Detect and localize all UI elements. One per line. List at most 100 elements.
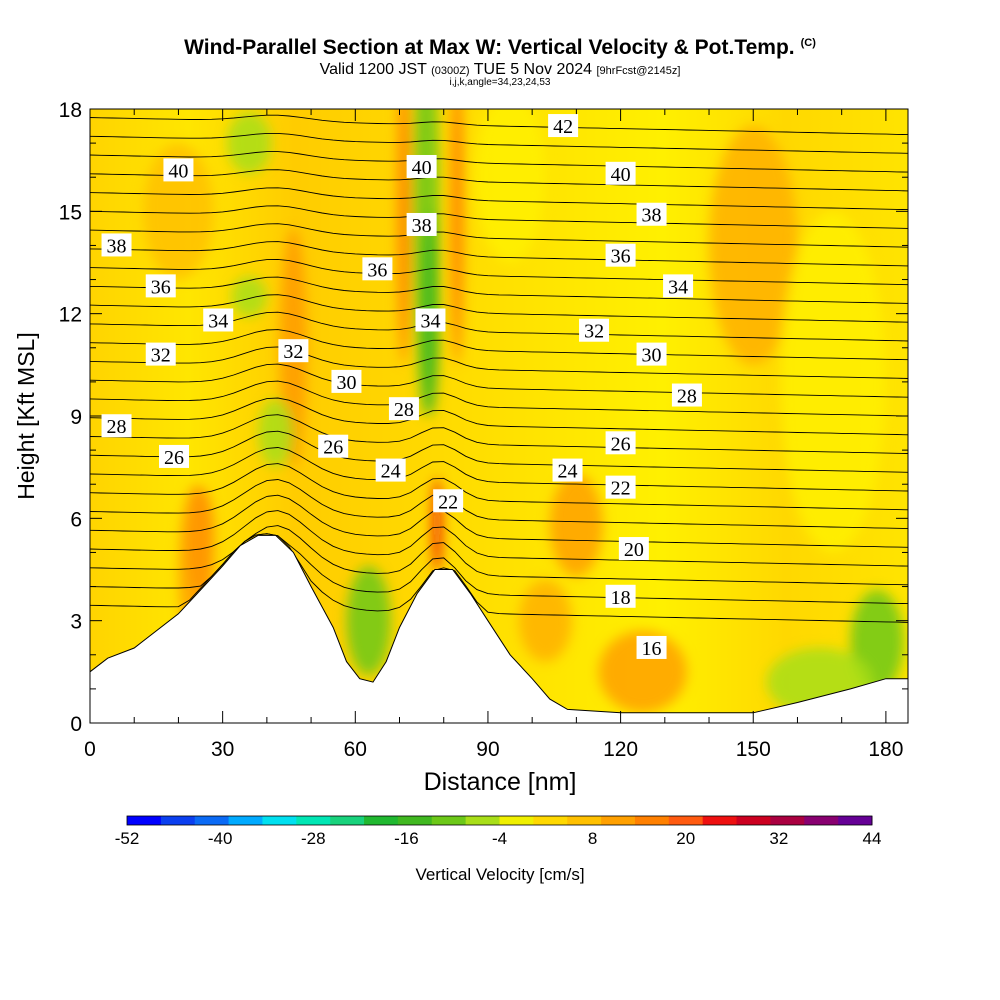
colorbar-swatch xyxy=(262,816,297,825)
colorbar-swatch xyxy=(634,816,670,825)
x-axis-title: Distance [nm] xyxy=(424,768,577,796)
y-axis-title: Height [Kft MSL] xyxy=(13,332,39,499)
contour-label: 18 xyxy=(611,587,631,609)
contour-label-box xyxy=(278,339,309,363)
velocity-patch xyxy=(397,109,411,365)
contour-label-box xyxy=(331,369,362,393)
contour-label: 28 xyxy=(677,386,697,408)
contour-label-box xyxy=(618,537,649,561)
contour-label: 36 xyxy=(151,276,171,298)
contour-label: 36 xyxy=(367,259,387,281)
colorbar-swatch xyxy=(533,816,568,825)
contour-label-box xyxy=(605,243,636,267)
contour-label-box xyxy=(203,308,234,332)
velocity-patch xyxy=(474,109,546,263)
colorbar-swatch xyxy=(804,816,839,825)
contour-label: 32 xyxy=(584,321,604,343)
theta-contour xyxy=(90,132,908,154)
velocity-patch xyxy=(450,109,464,365)
contour-label-box xyxy=(406,154,437,178)
colorbar-swatch xyxy=(330,816,365,825)
colorbar-tick-label: -16 xyxy=(394,829,419,848)
colorbar-swatch xyxy=(296,816,331,825)
contour-label: 34 xyxy=(668,276,688,298)
velocity-patch xyxy=(346,566,391,676)
contour-label-box xyxy=(101,414,132,438)
contour-label-box xyxy=(375,458,406,482)
colorbar-swatch xyxy=(838,816,873,825)
contour-label-box xyxy=(406,212,437,236)
y-tick-label: 9 xyxy=(70,406,82,429)
theta-contour xyxy=(90,241,908,267)
contour-label-box xyxy=(636,635,667,659)
theta-contour xyxy=(90,276,908,304)
contour-label-box xyxy=(605,161,636,185)
colorbar-tick-label: 32 xyxy=(769,829,788,848)
colorbar-title: Vertical Velocity [cm/s] xyxy=(415,865,584,884)
colorbar-swatch xyxy=(397,816,433,825)
theta-contour xyxy=(90,494,908,548)
contour-label: 32 xyxy=(151,345,171,367)
contour-label: 34 xyxy=(208,310,228,332)
y-tick-label: 18 xyxy=(59,99,82,122)
theta-contour xyxy=(90,329,908,361)
y-tick-label: 15 xyxy=(59,201,82,224)
colorbar-swatch xyxy=(736,816,771,825)
theta-contour xyxy=(90,479,908,530)
chart-title-text: Wind-Parallel Section at Max W: Vertical… xyxy=(184,36,795,59)
contour-label-box xyxy=(163,158,194,182)
theta-contour xyxy=(90,294,908,323)
x-tick-label: 180 xyxy=(868,738,903,761)
contour-label: 16 xyxy=(642,638,662,660)
contour-label-box xyxy=(552,458,583,482)
x-tick-label: 0 xyxy=(84,738,96,761)
contour-labels: 40 40 42 40 38 38 38 36 36 36 34 34 34 32 32 32 30 30 28 28… xyxy=(101,114,702,660)
contour-label: 32 xyxy=(283,341,303,363)
theta-contour xyxy=(90,414,908,454)
colorbar-tick-label: -52 xyxy=(115,829,140,848)
theta-contour xyxy=(90,187,908,211)
chart-subtitle: Valid 1200 JST (0300Z) TUE 5 Nov 2024 [9… xyxy=(0,61,1000,79)
contour-label: 40 xyxy=(611,164,631,186)
contour-label: 28 xyxy=(394,399,414,421)
chart-title: Wind-Parallel Section at Max W: Vertical… xyxy=(0,36,1000,60)
colorbar-tick-label: 20 xyxy=(676,829,695,848)
x-axis: 0 30 60 90 120 150 180 xyxy=(84,109,903,761)
theta-contour xyxy=(90,258,908,286)
contour-label-box xyxy=(636,202,667,226)
theta-contour xyxy=(90,223,908,248)
contour-label-box xyxy=(101,233,132,257)
subtitle-valid: Valid 1200 JST xyxy=(319,61,427,78)
y-tick-label: 0 xyxy=(70,713,82,736)
section-parameters: i,j,k,angle=34,23,24,53 xyxy=(449,77,551,88)
x-tick-label: 60 xyxy=(344,738,367,761)
velocity-patch xyxy=(518,579,572,662)
contour-label-box xyxy=(159,444,190,468)
theta-contour xyxy=(90,205,908,229)
y-tick-label: 3 xyxy=(70,611,82,634)
contour-label: 28 xyxy=(107,416,127,438)
theta-contour xyxy=(90,363,908,398)
contour-label: 22 xyxy=(611,478,631,500)
colorbar-frame xyxy=(126,815,873,826)
theta-contour xyxy=(90,397,908,436)
contour-label: 30 xyxy=(642,345,662,367)
velocity-patch xyxy=(143,143,214,280)
colorbar-swatch xyxy=(160,816,196,825)
x-tick-label: 30 xyxy=(211,738,234,761)
colorbar-swatch xyxy=(364,816,399,825)
subtitle-date: TUE 5 Nov 2024 xyxy=(473,61,593,78)
plot-area xyxy=(90,109,908,723)
contour-label: 36 xyxy=(611,246,631,268)
x-tick-label: 150 xyxy=(736,738,771,761)
contour-label: 34 xyxy=(420,310,440,332)
y-tick-label: 6 xyxy=(70,508,82,531)
colorbar-swatch xyxy=(228,816,263,825)
theta-contour xyxy=(90,447,908,492)
contour-label: 24 xyxy=(558,461,578,483)
theta-contour xyxy=(90,430,908,473)
colorbar-swatch xyxy=(702,816,738,825)
theta-contour xyxy=(90,510,908,567)
contour-label: 40 xyxy=(168,160,188,182)
